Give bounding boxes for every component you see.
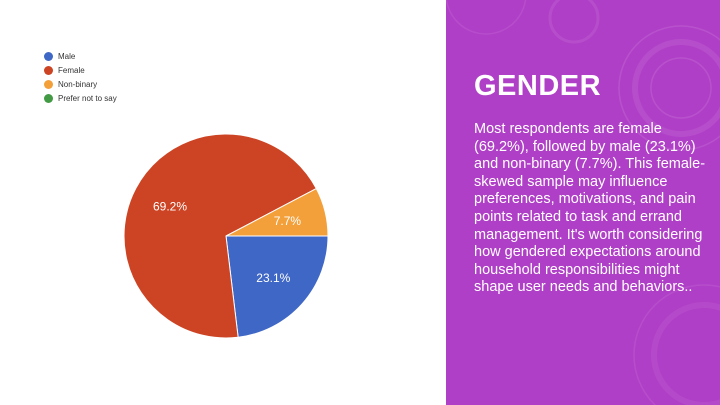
legend-swatch-prefer-not-to-say: [44, 93, 53, 103]
panel-body: Most respondents are female (69.2%), fol…: [474, 121, 706, 296]
summary-panel: GENDER Most respondents are female (69.2…: [446, 0, 720, 405]
pie-slice-non-binary: [225, 187, 329, 237]
pie-chart: 23.1% 69.2% 7.7%: [123, 133, 329, 339]
legend-label-prefer-not-to-say: Prefer not to say: [58, 93, 117, 103]
legend-item-male: Male: [44, 49, 117, 63]
decorative-circles: [446, 0, 720, 405]
legend-label-female: Female: [58, 65, 85, 75]
legend-swatch-male: [44, 51, 53, 61]
slice-label-male: 23.1%: [256, 271, 290, 285]
legend-item-prefer-not-to-say: Prefer not to say: [44, 91, 117, 105]
legend-swatch-female: [44, 65, 53, 75]
slice-label-female: 69.2%: [153, 200, 187, 214]
slice-label-non-binary: 7.7%: [274, 214, 302, 228]
legend-swatch-non-binary: [44, 79, 53, 89]
chart-area: Male Female Non-binary Prefer not to say…: [44, 49, 329, 339]
legend-label-male: Male: [58, 51, 76, 61]
legend-item-non-binary: Non-binary: [44, 77, 117, 91]
legend-label-non-binary: Non-binary: [58, 79, 98, 89]
panel-title: GENDER: [474, 70, 602, 102]
chart-legend: Male Female Non-binary Prefer not to say: [44, 49, 117, 105]
pie-slice-male: [225, 235, 329, 338]
legend-item-female: Female: [44, 63, 117, 77]
pie-slice-female: [123, 133, 317, 339]
